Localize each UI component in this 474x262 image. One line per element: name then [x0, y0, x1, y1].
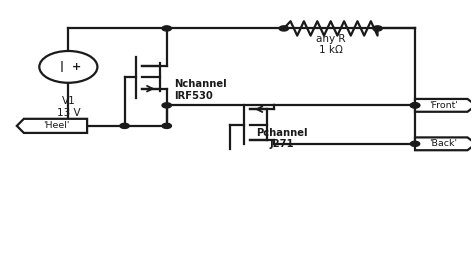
Polygon shape: [415, 99, 474, 112]
Circle shape: [162, 123, 172, 128]
Text: V1
13 V: V1 13 V: [56, 96, 80, 118]
Circle shape: [279, 26, 289, 31]
Text: 'Front': 'Front': [428, 101, 457, 110]
Text: Pchannel
J271: Pchannel J271: [256, 128, 307, 150]
Circle shape: [410, 141, 419, 146]
Text: Nchannel
IRF530: Nchannel IRF530: [174, 79, 227, 101]
Text: +: +: [72, 62, 82, 72]
Circle shape: [39, 51, 97, 83]
Circle shape: [162, 103, 172, 108]
Circle shape: [410, 103, 419, 108]
Circle shape: [162, 26, 172, 31]
Circle shape: [410, 103, 419, 108]
Text: 'Heel': 'Heel': [44, 121, 70, 130]
Circle shape: [373, 26, 382, 31]
Polygon shape: [17, 119, 87, 133]
Text: 'Back': 'Back': [429, 139, 457, 148]
Circle shape: [120, 123, 129, 128]
Polygon shape: [415, 137, 474, 150]
Text: any R
1 kΩ: any R 1 kΩ: [316, 34, 346, 55]
Text: |: |: [59, 61, 64, 72]
